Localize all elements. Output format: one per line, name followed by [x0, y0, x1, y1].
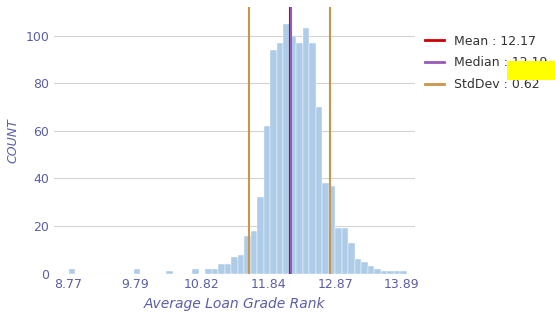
Bar: [349, 243, 355, 273]
Bar: [322, 183, 329, 273]
Bar: [283, 24, 290, 273]
Bar: [264, 126, 270, 273]
Legend: Mean : 12.17, Median : 12.19, StdDev : 0.62: Mean : 12.17, Median : 12.19, StdDev : 0…: [425, 35, 547, 91]
Bar: [192, 269, 199, 273]
Bar: [225, 264, 231, 273]
Bar: [355, 259, 361, 273]
Bar: [335, 228, 342, 273]
Bar: [211, 269, 218, 273]
Bar: [166, 271, 173, 273]
Bar: [375, 269, 381, 273]
Bar: [329, 185, 335, 273]
Bar: [296, 43, 303, 273]
Bar: [309, 43, 316, 273]
Bar: [205, 269, 211, 273]
X-axis label: Average Loan Grade Rank: Average Loan Grade Rank: [144, 297, 326, 311]
Bar: [387, 271, 394, 273]
Bar: [400, 271, 407, 273]
Bar: [290, 36, 296, 273]
Bar: [69, 269, 75, 273]
Bar: [134, 269, 140, 273]
Bar: [238, 255, 244, 273]
Bar: [368, 266, 375, 273]
Bar: [394, 271, 400, 273]
Bar: [258, 197, 264, 273]
Bar: [251, 231, 258, 273]
Bar: [218, 264, 225, 273]
Bar: [270, 50, 277, 273]
Y-axis label: COUNT: COUNT: [7, 118, 20, 163]
Bar: [303, 28, 309, 273]
Bar: [342, 228, 349, 273]
Bar: [244, 236, 251, 273]
Bar: [381, 271, 387, 273]
Bar: [361, 262, 368, 273]
Bar: [316, 107, 322, 273]
Bar: [231, 257, 238, 273]
Bar: [277, 43, 283, 273]
